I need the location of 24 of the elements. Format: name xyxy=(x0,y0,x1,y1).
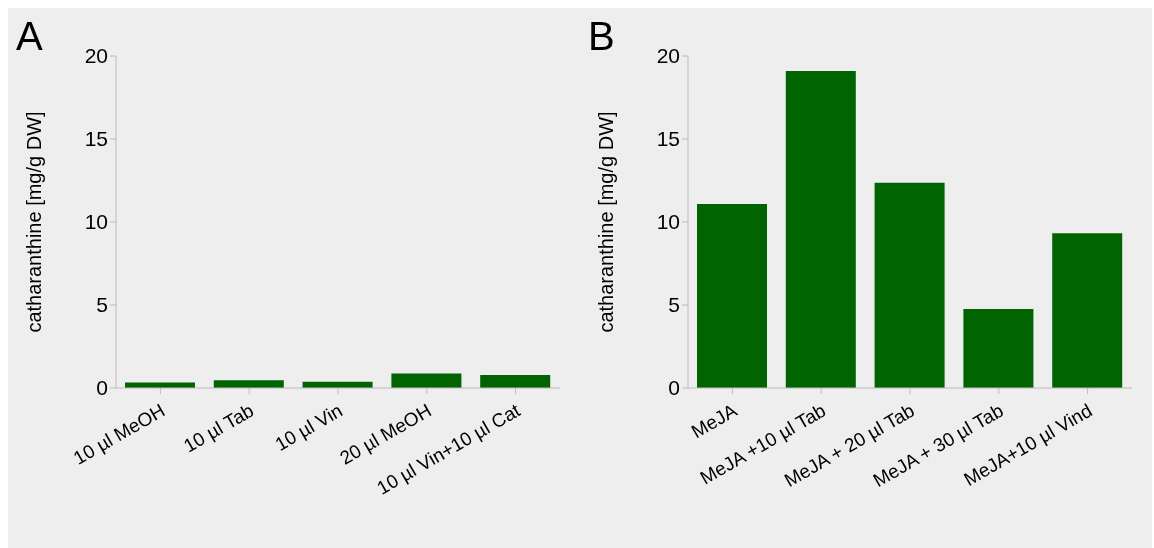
bar xyxy=(391,373,462,388)
chart-title: A xyxy=(16,14,43,59)
bar xyxy=(213,380,284,388)
y-tick-label: 5 xyxy=(668,293,680,317)
bar xyxy=(480,374,551,388)
x-tick-label: 10 µl Tab xyxy=(179,399,258,457)
y-tick-label: 5 xyxy=(96,293,108,317)
bar xyxy=(697,204,767,388)
bar xyxy=(874,182,945,388)
bar xyxy=(963,308,1034,388)
y-axis-title: catharanthine [mg/g DW] xyxy=(595,111,618,333)
y-tick-label: 20 xyxy=(656,44,680,68)
y-tick-label: 10 xyxy=(84,210,108,234)
bar xyxy=(785,71,856,388)
y-tick-label: 15 xyxy=(656,127,680,151)
y-tick-label: 0 xyxy=(96,376,108,400)
y-tick-label: 10 xyxy=(656,210,680,234)
x-tick-label: MeJA xyxy=(687,399,741,443)
y-tick-label: 0 xyxy=(668,376,680,400)
bar xyxy=(1052,233,1123,388)
chart-title: B xyxy=(588,14,615,59)
y-axis-title: catharanthine [mg/g DW] xyxy=(23,111,46,333)
y-tick-label: 15 xyxy=(84,127,108,151)
y-tick-label: 20 xyxy=(84,44,108,68)
